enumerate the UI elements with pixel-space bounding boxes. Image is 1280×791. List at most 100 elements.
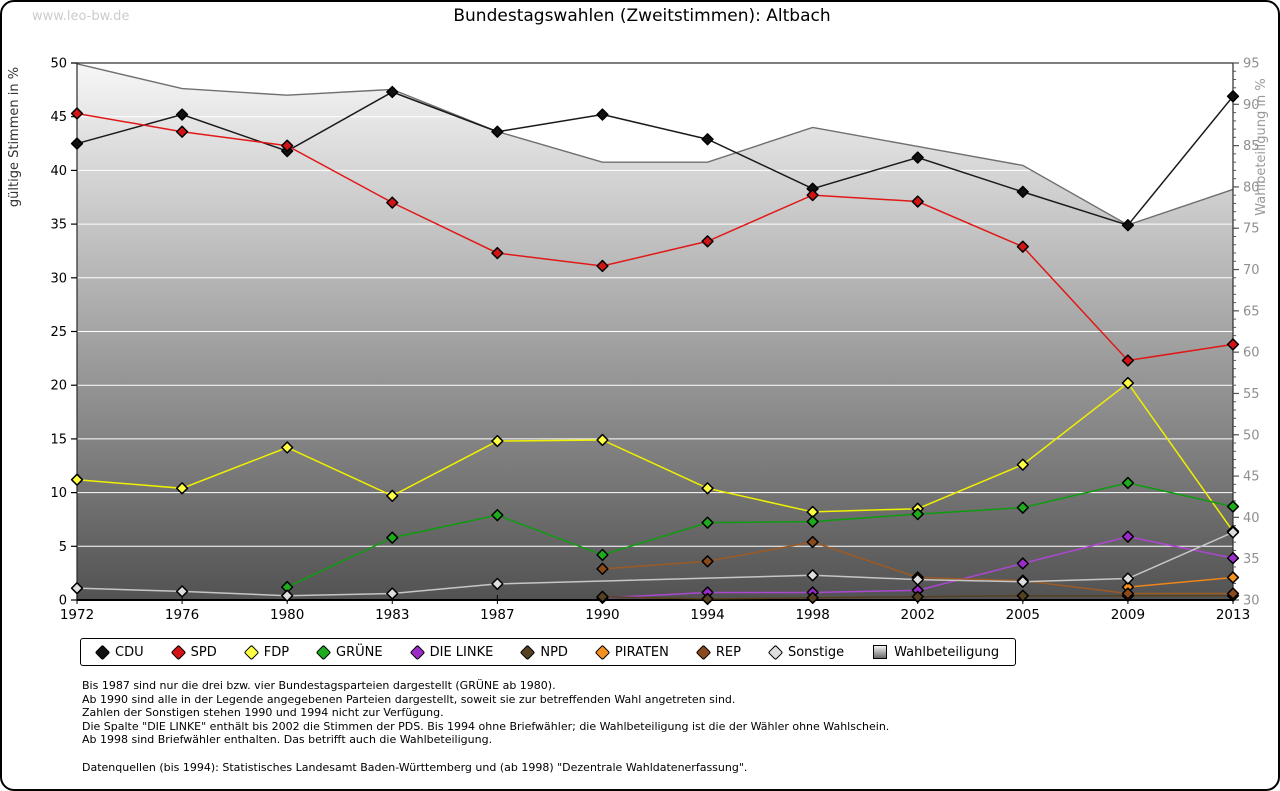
left-axis-tick-label: 45 — [50, 110, 67, 125]
left-axis-tick-label: 20 — [50, 379, 67, 394]
footnotes: Bis 1987 sind nur die drei bzw. vier Bun… — [82, 679, 889, 775]
legend-item-rep: REP — [695, 644, 741, 660]
data-point-die-linke — [1016, 557, 1029, 570]
chart-legend: CDU SPD FDP GRÜNE DIE LINKE NPD PIRATEN REP Sons… — [80, 638, 1017, 666]
data-point-fdp — [1121, 376, 1135, 390]
diamond-marker-icon — [520, 644, 536, 660]
data-point-sonstige — [491, 577, 504, 591]
x-axis-year-label: 1980 — [270, 607, 304, 623]
data-point-spd — [1016, 240, 1029, 253]
data-point-grüne — [701, 516, 714, 529]
data-point-sonstige — [1016, 575, 1029, 588]
data-point-spd — [491, 246, 504, 260]
data-point-npd — [701, 592, 714, 606]
data-point-npd — [596, 590, 609, 603]
page-title: Bundestagswahlen (Zweitstimmen): Altbach — [453, 6, 831, 26]
diamond-marker-icon — [767, 644, 784, 660]
legend-label: GRÜNE — [336, 644, 383, 660]
right-axis-title: Wahlbeteiligung in % — [1254, 78, 1269, 215]
data-point-npd — [806, 591, 819, 605]
footnote-line: Bis 1987 sind nur die drei bzw. vier Bun… — [82, 679, 556, 692]
left-axis-tick-label: 35 — [50, 218, 67, 233]
legend-item-piraten: PIRATEN — [594, 644, 669, 660]
data-point-spd — [1226, 338, 1240, 351]
data-point-grüne — [491, 509, 504, 522]
data-point-sonstige — [175, 585, 189, 598]
data-point-spd — [386, 196, 399, 209]
x-axis-year-label: 1976 — [165, 607, 199, 623]
data-point-spd — [596, 259, 609, 273]
data-point-cdu — [70, 137, 84, 150]
footnote-line: Die Spalte "DIE LINKE" enthält bis 2002 … — [82, 719, 890, 733]
election-line-chart: 0 5 10 15 20 25 30 35 40 45 50 30 35 40 45 50 55 60 65 70 75… — [7, 57, 1269, 624]
data-point-fdp — [1016, 458, 1029, 471]
right-axis-tick-label: 70 — [1243, 263, 1260, 278]
diamond-marker-icon — [695, 644, 712, 660]
left-axis-tick-label: 10 — [50, 486, 67, 501]
data-point-grüne — [1121, 476, 1135, 490]
data-point-fdp — [281, 441, 294, 454]
series-line-piraten — [1127, 576, 1234, 588]
diamond-marker-icon — [315, 644, 332, 660]
data-point-grüne — [596, 548, 609, 562]
data-point-spd — [701, 235, 714, 248]
data-point-cdu — [386, 85, 399, 99]
data-point-fdp — [175, 482, 189, 495]
left-axis-tick-label: 40 — [50, 164, 67, 179]
x-axis-year-label: 1990 — [585, 607, 619, 623]
footnote-line: Zahlen der Sonstigen stehen 1990 und 199… — [82, 706, 444, 720]
legend-label: NPD — [540, 644, 568, 660]
legend-label: REP — [715, 644, 741, 660]
legend-item-npd: NPD — [520, 644, 568, 660]
left-axis-title: gültige Stimmen in % — [7, 67, 22, 207]
series-line-cdu — [76, 91, 1234, 227]
left-axis-tick-label: 15 — [50, 432, 67, 447]
left-axis-tick-label: 0 — [59, 594, 67, 609]
data-point-sonstige — [281, 589, 294, 602]
left-axis-tick-label: 50 — [50, 57, 67, 72]
right-axis-tick-label: 40 — [1243, 511, 1260, 526]
x-axis-year-label: 2005 — [1006, 607, 1040, 623]
data-point-grüne — [806, 515, 819, 528]
data-point-spd — [70, 107, 84, 120]
data-point-spd — [1121, 354, 1135, 367]
data-source-line: Datenquellen (bis 1994): Statistisches L… — [82, 760, 748, 774]
legend-item-cdu: CDU — [94, 644, 144, 660]
data-point-rep — [701, 555, 714, 568]
data-point-cdu — [175, 108, 189, 121]
series-line-grüne — [286, 482, 1234, 588]
data-point-die-linke — [1121, 530, 1135, 543]
data-point-rep — [1226, 587, 1240, 600]
watermark: www.leo-bw.de — [32, 9, 130, 24]
data-point-rep — [806, 535, 819, 549]
diamond-marker-icon — [409, 644, 425, 660]
data-point-fdp — [491, 434, 504, 448]
data-point-grüne — [911, 507, 924, 521]
data-point-cdu — [701, 133, 714, 146]
x-axis-year-label: 1998 — [795, 607, 829, 623]
right-axis-tick-label: 45 — [1243, 470, 1260, 485]
data-point-cdu — [1121, 219, 1135, 232]
x-axis-year-label: 1972 — [60, 607, 94, 623]
left-axis-tick-label: 30 — [50, 271, 67, 286]
right-axis-tick-label: 90 — [1243, 98, 1260, 113]
turnout-swatch-icon — [873, 645, 888, 659]
right-axis-tick-label: 50 — [1243, 428, 1260, 443]
data-point-spd — [806, 188, 819, 202]
data-point-cdu — [596, 108, 609, 121]
legend-label: FDP — [263, 644, 290, 660]
data-point-sonstige — [806, 569, 819, 582]
legend-item-spd: SPD — [170, 644, 217, 660]
data-point-sonstige — [911, 573, 924, 586]
data-point-spd — [175, 125, 189, 138]
data-point-spd — [911, 195, 924, 208]
right-axis-tick-label: 80 — [1243, 180, 1260, 195]
right-axis-tick-label: 65 — [1243, 304, 1260, 319]
data-point-cdu — [1016, 185, 1029, 199]
footnote-line: Ab 1990 sind alle in der Legende angegeb… — [82, 692, 736, 706]
legend-item-grüne: GRÜNE — [315, 644, 383, 660]
data-point-cdu — [491, 125, 504, 138]
right-axis-tick-label: 95 — [1243, 57, 1260, 72]
diamond-marker-icon — [94, 644, 111, 660]
